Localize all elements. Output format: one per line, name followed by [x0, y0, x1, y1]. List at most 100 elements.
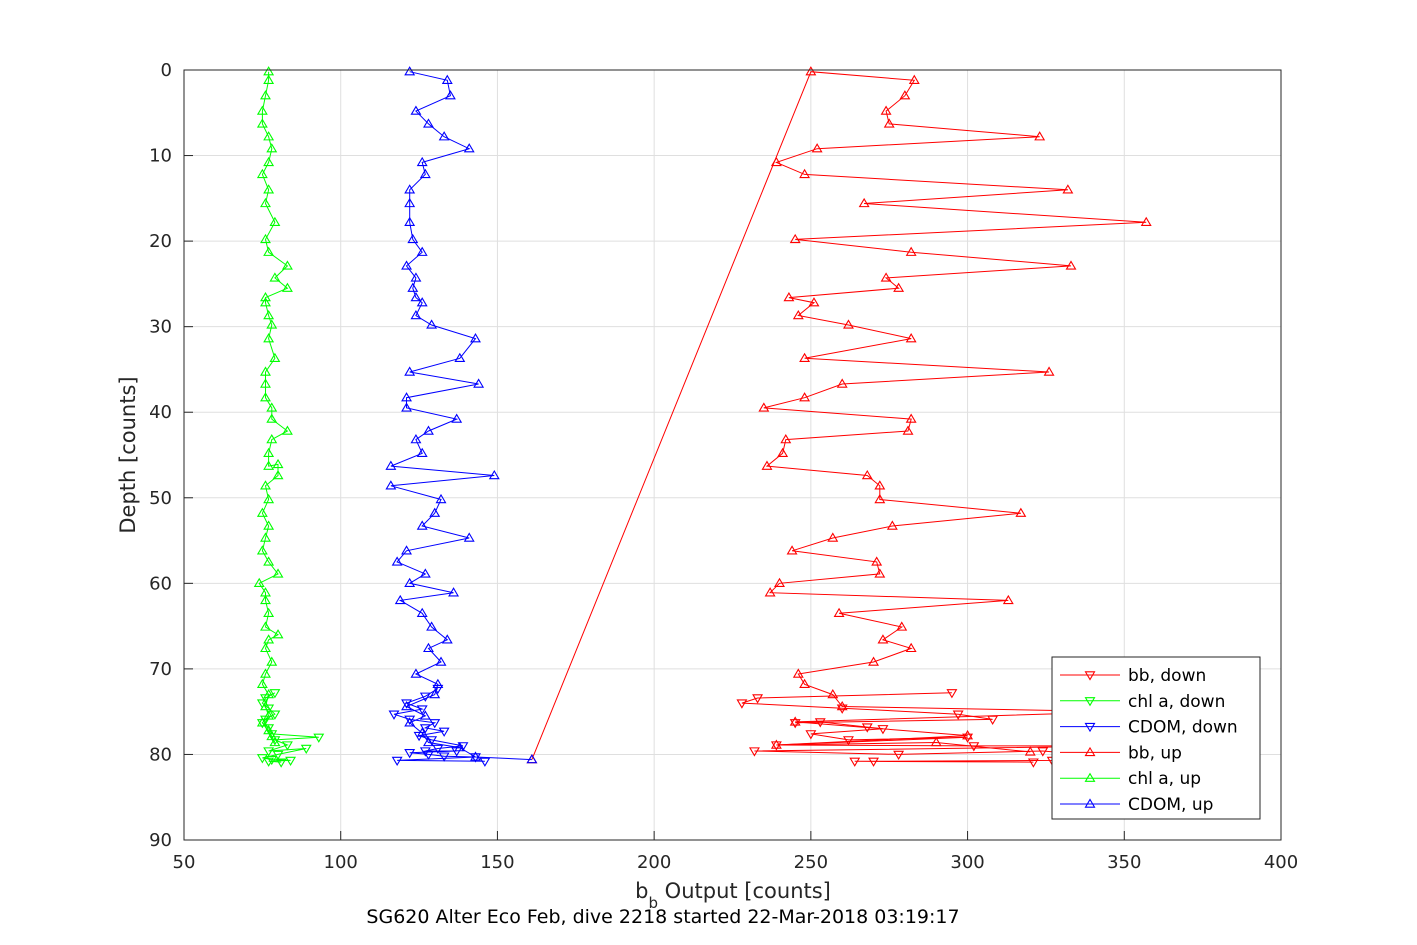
data-point-marker [905, 333, 917, 343]
data-point-marker [488, 469, 500, 480]
legend-label: chl a, up [1128, 769, 1201, 789]
data-point-marker [394, 594, 406, 605]
data-point-marker [419, 692, 431, 702]
data-point-marker [410, 272, 422, 282]
data-point-marker [843, 736, 854, 746]
y-tick-label: 90 [149, 830, 172, 851]
data-point-marker [281, 260, 293, 270]
data-point-marker [1062, 184, 1074, 194]
data-point-marker [770, 156, 782, 167]
data-point-marker [404, 66, 416, 76]
y-tick-label: 80 [149, 744, 172, 765]
y-tick-label: 60 [149, 573, 172, 594]
data-point-marker [260, 90, 271, 100]
data-point-marker [256, 545, 268, 555]
data-point-marker [263, 757, 275, 767]
data-point-marker [272, 750, 284, 761]
data-point-marker [423, 118, 434, 128]
series-line [258, 71, 289, 743]
data-point-marker [272, 469, 284, 480]
data-point-marker [404, 577, 416, 588]
data-point-marker [457, 742, 469, 752]
data-point-marker [777, 447, 789, 457]
data-point-marker [260, 621, 271, 631]
data-point-marker [770, 739, 782, 749]
data-point-marker [836, 378, 848, 388]
legend-marker-sample [1084, 671, 1096, 681]
data-point-marker [814, 718, 826, 728]
data-point-marker [1027, 758, 1039, 768]
data-point-marker [263, 710, 275, 720]
data-point-marker [285, 756, 297, 767]
data-point-marker [263, 309, 275, 320]
data-point-marker [256, 717, 268, 727]
data-point-marker [799, 392, 811, 402]
data-point-marker [463, 532, 475, 542]
data-point-marker [260, 700, 271, 711]
legend-label: bb, up [1128, 743, 1182, 763]
data-point-marker [416, 156, 428, 167]
series-chl-a-up [253, 66, 293, 747]
data-point-marker [874, 493, 886, 504]
legend-marker-sample [1084, 697, 1096, 707]
x-tick-label: 100 [324, 852, 358, 873]
data-point-marker [263, 74, 275, 84]
data-point-marker [752, 694, 764, 704]
data-point-marker [300, 744, 312, 755]
data-point-marker [880, 272, 892, 282]
data-point-marker [1015, 507, 1027, 517]
plot-series [253, 66, 1152, 768]
series-cdom-up [385, 66, 538, 764]
data-point-marker [736, 699, 748, 709]
data-point-marker [260, 594, 271, 605]
data-point-marker [407, 233, 419, 244]
data-point-marker [263, 607, 275, 617]
data-point-marker [410, 668, 422, 678]
data-point-marker [416, 607, 428, 617]
data-point-marker [404, 197, 416, 208]
legend-items: bb, down chl a, down CDOM, down bb, up chl a… [1060, 666, 1238, 815]
data-point-marker [260, 642, 271, 653]
legend-label: CDOM, up [1128, 795, 1213, 815]
data-point-marker [260, 392, 271, 402]
x-tick-label: 300 [950, 852, 984, 873]
data-point-marker [435, 656, 447, 666]
data-point-marker [416, 727, 428, 737]
data-point-marker [269, 736, 281, 747]
data-point-marker [1065, 260, 1077, 270]
series-cdom-down [388, 684, 491, 767]
x-tick-label: 250 [794, 852, 828, 873]
x-tick-label: 50 [173, 852, 196, 873]
data-point-marker [401, 700, 412, 711]
data-point-marker [260, 197, 271, 208]
data-point-marker [263, 184, 275, 194]
data-point-marker [401, 260, 412, 270]
data-point-marker [266, 755, 278, 766]
data-point-marker [260, 668, 271, 678]
data-point-marker [827, 532, 839, 542]
data-point-marker [526, 753, 538, 764]
data-point-marker [874, 568, 886, 578]
data-point-marker [266, 434, 278, 444]
data-point-marker [419, 568, 431, 578]
data-point-marker [260, 366, 271, 376]
data-point-marker [786, 545, 798, 555]
data-point-marker [432, 678, 444, 688]
x-axis-title-rest: Output [counts] [658, 879, 831, 903]
data-point-marker [761, 460, 773, 470]
data-point-marker [479, 757, 491, 767]
data-point-marker [423, 425, 434, 435]
data-point-marker [260, 297, 271, 307]
data-point-marker [404, 717, 416, 727]
data-point-marker [404, 749, 416, 759]
data-point-marker [269, 216, 281, 226]
data-point-marker [962, 733, 974, 743]
y-axis-title: Depth [counts] [116, 376, 140, 533]
data-point-marker [429, 507, 441, 517]
data-point-marker [416, 447, 428, 457]
data-point-marker [263, 634, 275, 644]
y-tick-label: 40 [149, 402, 172, 423]
legend-label: CDOM, down [1128, 718, 1238, 738]
data-point-marker [758, 402, 770, 412]
data-point-marker [1037, 747, 1049, 757]
